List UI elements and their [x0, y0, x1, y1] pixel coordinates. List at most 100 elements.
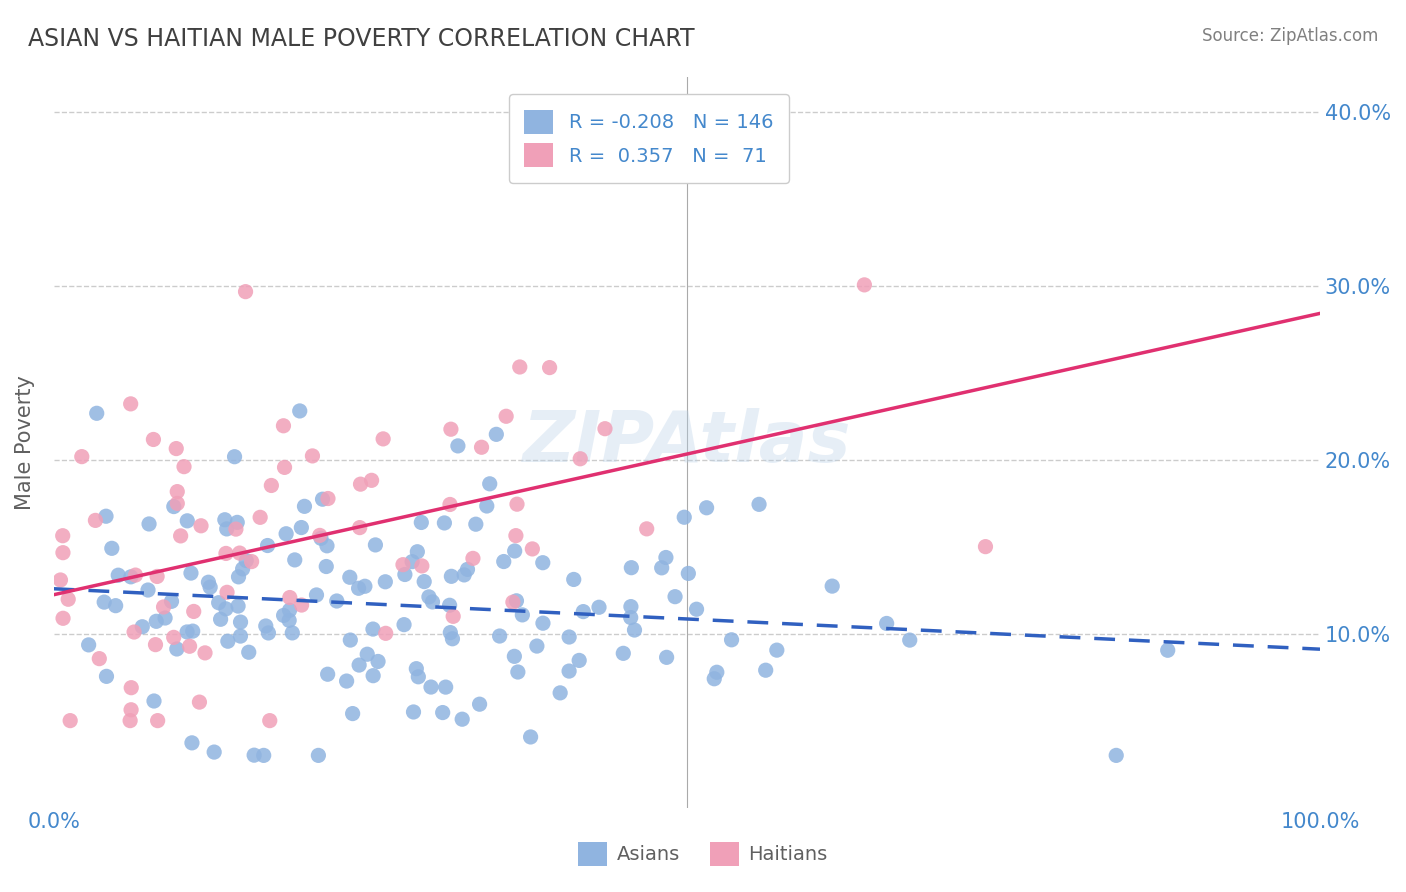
- Asians: [655, 650, 678, 665]
- Asians: [720, 632, 742, 647]
- Asians: [411, 516, 433, 530]
- Asians: [506, 665, 529, 679]
- Asians: [685, 602, 707, 616]
- Asians: [138, 516, 160, 531]
- Asians: [143, 694, 166, 708]
- Asians: [394, 567, 416, 582]
- Asians: [562, 573, 585, 587]
- Asians: [485, 427, 508, 442]
- Asians: [696, 500, 718, 515]
- Asians: [94, 509, 117, 524]
- Asians: [176, 514, 198, 528]
- Haitians: [215, 585, 238, 599]
- Haitians: [58, 592, 80, 607]
- Asians: [703, 672, 725, 686]
- Asians: [215, 522, 238, 536]
- Haitians: [593, 422, 616, 436]
- Haitians: [316, 491, 339, 506]
- Haitians: [502, 595, 524, 609]
- Haitians: [166, 484, 188, 499]
- Haitians: [124, 568, 146, 582]
- Haitians: [308, 528, 330, 542]
- Asians: [558, 664, 581, 678]
- Asians: [77, 638, 100, 652]
- Asians: [290, 520, 312, 534]
- Asians: [153, 611, 176, 625]
- Asians: [288, 404, 311, 418]
- Asians: [766, 643, 789, 657]
- Asians: [315, 559, 337, 574]
- Haitians: [260, 478, 283, 492]
- Asians: [307, 748, 329, 763]
- Asians: [226, 516, 249, 530]
- Asians: [281, 626, 304, 640]
- Asians: [316, 539, 339, 553]
- Haitians: [215, 546, 238, 560]
- Asians: [526, 639, 548, 653]
- Asians: [217, 634, 239, 648]
- Haitians: [240, 555, 263, 569]
- Asians: [620, 599, 643, 614]
- Haitians: [142, 433, 165, 447]
- Haitians: [146, 714, 169, 728]
- Asians: [214, 513, 236, 527]
- Asians: [243, 748, 266, 763]
- Asians: [145, 615, 167, 629]
- Asians: [420, 680, 443, 694]
- Asians: [478, 476, 501, 491]
- Asians: [367, 655, 389, 669]
- Haitians: [360, 473, 382, 487]
- Asians: [176, 624, 198, 639]
- Asians: [519, 730, 541, 744]
- Haitians: [349, 520, 371, 534]
- Asians: [512, 607, 534, 622]
- Haitians: [120, 681, 142, 695]
- Haitians: [120, 714, 142, 728]
- Asians: [305, 588, 328, 602]
- Legend: Asians, Haitians: Asians, Haitians: [571, 834, 835, 873]
- Text: ASIAN VS HAITIAN MALE POVERTY CORRELATION CHART: ASIAN VS HAITIAN MALE POVERTY CORRELATIO…: [28, 27, 695, 51]
- Asians: [316, 667, 339, 681]
- Asians: [256, 539, 278, 553]
- Asians: [413, 574, 436, 589]
- Asians: [104, 599, 127, 613]
- Asians: [339, 633, 361, 648]
- Asians: [224, 450, 246, 464]
- Haitians: [974, 540, 997, 554]
- Asians: [651, 561, 673, 575]
- Asians: [434, 680, 457, 694]
- Asians: [253, 748, 276, 763]
- Asians: [503, 649, 526, 664]
- Asians: [418, 590, 440, 604]
- Asians: [166, 642, 188, 657]
- Text: ZIPAtlas: ZIPAtlas: [523, 408, 851, 477]
- Asians: [254, 619, 277, 633]
- Asians: [374, 574, 396, 589]
- Asians: [464, 517, 486, 532]
- Haitians: [228, 546, 250, 560]
- Haitians: [506, 497, 529, 511]
- Haitians: [495, 409, 517, 424]
- Haitians: [373, 432, 395, 446]
- Asians: [441, 632, 464, 646]
- Haitians: [169, 529, 191, 543]
- Haitians: [538, 360, 561, 375]
- Asians: [488, 629, 510, 643]
- Asians: [439, 599, 461, 613]
- Asians: [347, 582, 370, 596]
- Asians: [558, 630, 581, 644]
- Asians: [309, 531, 332, 545]
- Asians: [422, 595, 444, 609]
- Haitians: [163, 631, 186, 645]
- Asians: [706, 665, 728, 680]
- Asians: [198, 580, 221, 594]
- Asians: [392, 617, 415, 632]
- Asians: [107, 568, 129, 582]
- Haitians: [509, 359, 531, 374]
- Haitians: [84, 513, 107, 527]
- Haitians: [411, 558, 433, 573]
- Asians: [748, 497, 770, 511]
- Haitians: [349, 477, 371, 491]
- Asians: [405, 662, 427, 676]
- Haitians: [145, 638, 167, 652]
